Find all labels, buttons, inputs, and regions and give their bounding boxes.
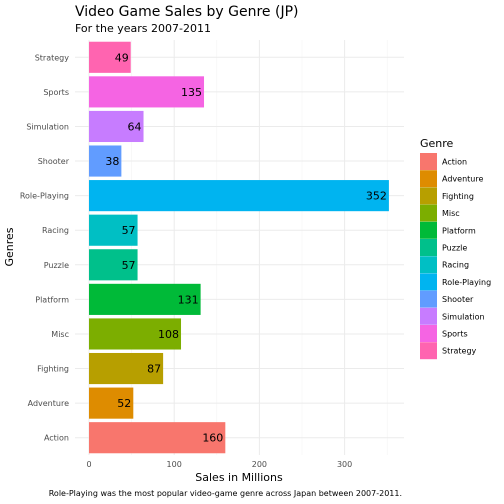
x-tick-label: 300	[337, 460, 352, 469]
legend-entry-label: Strategy	[442, 347, 477, 356]
x-tick-label: 100	[167, 460, 182, 469]
legend-entry-label: Shooter	[442, 295, 474, 304]
legend-entry-label: Adventure	[442, 175, 483, 184]
x-axis-ticks: 0 100 200 300	[86, 460, 352, 469]
legend-swatch	[420, 342, 437, 360]
x-axis-title: Sales in Millions	[195, 471, 283, 484]
bar-role-playing	[89, 180, 389, 212]
legend-entry-label: Racing	[442, 261, 469, 270]
legend-swatch	[420, 290, 437, 308]
bar-racing	[89, 214, 138, 246]
bar-value-label: 64	[128, 120, 142, 133]
y-tick-label: Sports	[43, 88, 69, 97]
bar-action	[89, 422, 226, 454]
y-tick-label: Action	[44, 434, 69, 443]
y-tick-label: Role-Playing	[20, 192, 69, 201]
bar-strategy	[89, 41, 131, 73]
chart-title: Video Game Sales by Genre (JP)	[75, 4, 298, 20]
y-axis-ticks: Action Adventure Fighting Misc Platform Puzzl…	[20, 53, 70, 442]
bars	[89, 41, 389, 454]
y-axis-title: Genres	[3, 227, 16, 266]
y-tick-label: Puzzle	[44, 261, 69, 270]
bar-value-label: 49	[115, 51, 129, 64]
y-tick-label: Racing	[42, 226, 69, 235]
legend-entry-label: Role-Playing	[442, 278, 491, 287]
legend-swatch	[420, 221, 437, 239]
bar-value-label: 38	[105, 155, 119, 168]
bar-sports	[89, 76, 205, 108]
bar-fighting	[89, 352, 164, 385]
y-tick-label: Fighting	[37, 365, 69, 374]
bar-labels: 160 52 87 108 131 57 57 352 38 64 135 49	[105, 51, 387, 444]
legend-entry-label: Simulation	[442, 312, 485, 321]
bar-value-label: 135	[181, 86, 202, 99]
legend-entry-label: Platform	[442, 226, 476, 235]
bar-platform	[89, 283, 201, 315]
legend-entry-label: Puzzle	[442, 244, 467, 253]
legend-swatch	[420, 256, 437, 274]
y-tick-label: Platform	[35, 295, 69, 304]
caption: Role-Playing was the most popular video-…	[49, 489, 402, 498]
legend-swatch	[420, 187, 437, 205]
x-tick-label: 0	[86, 460, 91, 469]
bar-value-label: 57	[122, 224, 136, 237]
y-tick-label: Strategy	[35, 53, 70, 62]
legend-entry-label: Misc	[442, 209, 460, 218]
x-tick-label: 200	[252, 460, 267, 469]
legend-entry-label: Action	[442, 158, 467, 167]
legend-swatch	[420, 307, 437, 325]
legend: Action Adventure Fighting Misc Platform Puzzl…	[420, 153, 491, 360]
bar-adventure	[89, 387, 134, 419]
bar-simulation	[89, 110, 144, 143]
legend-entry-label: Fighting	[442, 192, 474, 201]
bar-misc	[89, 318, 182, 350]
legend-swatch	[420, 325, 437, 342]
y-tick-label: Shooter	[38, 157, 70, 166]
bar-value-label: 52	[117, 397, 131, 410]
legend-entry-label: Sports	[442, 330, 468, 339]
legend-swatch	[420, 204, 437, 222]
bar-value-label: 87	[147, 363, 161, 376]
legend-swatch	[420, 170, 437, 188]
bar-shooter	[89, 145, 122, 177]
bar-value-label: 57	[122, 259, 136, 272]
bar-puzzle	[89, 249, 138, 281]
bar-value-label: 131	[178, 293, 199, 306]
legend-title: Genre	[420, 137, 454, 150]
y-tick-label: Misc	[51, 330, 69, 339]
legend-swatch	[420, 239, 437, 256]
y-tick-label: Simulation	[26, 122, 69, 131]
bar-value-label: 352	[366, 190, 387, 203]
chart-subtitle: For the years 2007-2011	[75, 22, 211, 35]
bar-value-label: 160	[202, 432, 223, 445]
y-tick-label: Adventure	[28, 399, 69, 408]
bar-value-label: 108	[158, 328, 179, 341]
legend-swatch	[420, 273, 437, 291]
legend-swatch	[420, 153, 437, 170]
